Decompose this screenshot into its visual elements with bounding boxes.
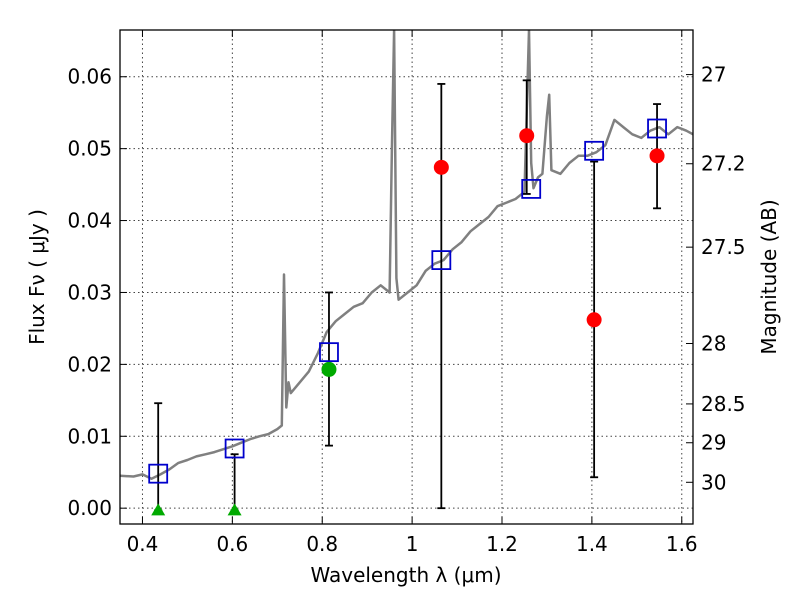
y-tick-label: 0.04 bbox=[67, 209, 112, 233]
spectrum-line bbox=[120, 30, 693, 480]
y-tick-label: 0.01 bbox=[67, 424, 112, 448]
upper-limit-marker bbox=[151, 503, 166, 516]
detection-point bbox=[586, 312, 602, 328]
plot-area bbox=[120, 30, 693, 516]
magnitude-tick-label: 27.5 bbox=[701, 235, 746, 259]
y-tick-label: 0.02 bbox=[67, 352, 112, 376]
y-tick-label: 0.03 bbox=[67, 280, 112, 304]
model-square bbox=[224, 438, 245, 459]
upper-limit-marker bbox=[227, 503, 242, 516]
grid bbox=[120, 30, 693, 524]
plot-frame bbox=[119, 29, 694, 525]
model-square bbox=[148, 463, 169, 484]
x-tick-label: 0.4 bbox=[127, 532, 159, 556]
x-axis-label: Wavelength λ (μm) bbox=[310, 563, 501, 587]
y-tick-label: 0.05 bbox=[67, 137, 112, 161]
y-tick-label: 0.06 bbox=[67, 65, 112, 89]
x-tick-label: 1.6 bbox=[666, 532, 698, 556]
detection-point bbox=[433, 159, 449, 175]
magnitude-tick-label: 27.2 bbox=[701, 152, 746, 176]
y-tick-label: 0.00 bbox=[67, 496, 112, 520]
magnitude-tick-label: 29 bbox=[701, 431, 726, 455]
x-tick-label: 1.2 bbox=[486, 532, 518, 556]
model-square bbox=[319, 342, 339, 363]
green-point bbox=[321, 361, 337, 377]
model-square bbox=[584, 140, 605, 161]
magnitude-tick-label: 28 bbox=[701, 332, 726, 356]
x-tick-label: 1 bbox=[406, 532, 419, 556]
y-axis-label: Flux Fν ( μJy ) bbox=[25, 209, 49, 345]
magnitude-tick-label: 30 bbox=[701, 470, 726, 494]
detection-point bbox=[519, 128, 535, 144]
x-tick-label: 0.8 bbox=[306, 532, 338, 556]
model-square bbox=[647, 118, 667, 139]
model-square bbox=[431, 250, 452, 271]
magnitude-tick-label: 27 bbox=[701, 63, 726, 87]
detection-point bbox=[649, 148, 665, 164]
x-tick-label: 1.4 bbox=[576, 532, 608, 556]
magnitude-tick-label: 28.5 bbox=[701, 392, 746, 416]
axes: 0.4 0.6 0.8 1 1.2 1.4 1.6 0.00 0.01 0.02 0.03 0.04 0… bbox=[67, 30, 746, 556]
model-square bbox=[521, 179, 542, 199]
x-tick-label: 0.6 bbox=[216, 532, 248, 556]
magnitude-axis-label: Magnitude (AB) bbox=[757, 199, 781, 354]
